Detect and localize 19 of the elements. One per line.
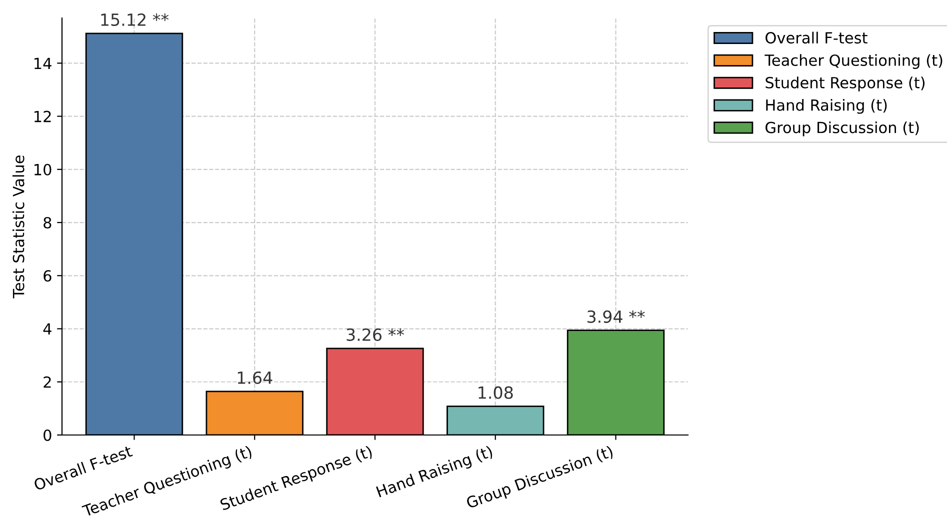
data-label: 1.64 [238, 371, 272, 384]
y-tick-label: 4 [43, 323, 52, 335]
legend-label: Group Discussion (t) [766, 121, 919, 136]
data-label: 3.94 ** [588, 310, 645, 323]
legend-label: Teacher Questioning (t) [764, 54, 942, 69]
y-tick-label: 12 [34, 110, 51, 122]
data-label: 1.08 [478, 386, 513, 399]
y-tick-label: 14 [34, 58, 52, 69]
y-tick-label: 2 [44, 376, 51, 388]
legend-label: Student Response (t) [766, 76, 925, 92]
legend-label: Hand Raising (t) [766, 99, 887, 114]
y-tick-label: 6 [44, 270, 52, 282]
y-tick-label: 0 [44, 429, 52, 442]
data-label: 3.26 ** [346, 328, 404, 342]
y-tick-label: 8 [44, 216, 52, 229]
legend-label: Overall F-test [766, 32, 868, 44]
y-axis-title: Test Statistic Value [12, 155, 24, 298]
data-label: 15.12 ** [101, 13, 169, 26]
y-tick-label: 10 [34, 164, 52, 176]
